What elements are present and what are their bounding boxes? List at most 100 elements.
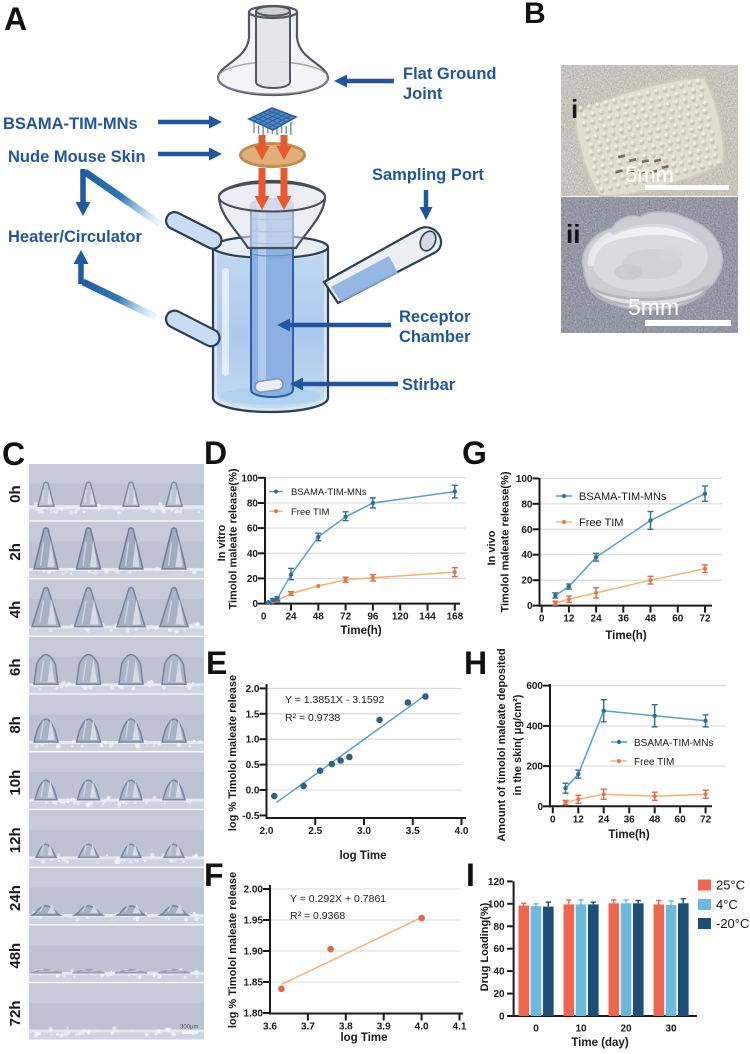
svg-text:5mm: 5mm: [625, 162, 674, 187]
svg-text:200: 200: [526, 762, 543, 773]
svg-text:0: 0: [527, 601, 533, 612]
svg-text:In vivo: In vivo: [486, 530, 498, 565]
svg-text:Timolol maleate release(%): Timolol maleate release(%): [500, 471, 512, 612]
svg-text:10: 10: [575, 1024, 587, 1035]
svg-text:BSAMA-TIM-MNs: BSAMA-TIM-MNs: [579, 491, 667, 503]
svg-text:2h: 2h: [7, 543, 24, 561]
svg-text:60: 60: [672, 614, 684, 625]
svg-text:0: 0: [550, 814, 556, 825]
svg-text:24: 24: [591, 614, 603, 625]
svg-text:0: 0: [539, 614, 545, 625]
svg-text:2.00: 2.00: [244, 885, 264, 896]
svg-text:20: 20: [493, 989, 505, 1000]
svg-text:BSAMA-TIM-MNs: BSAMA-TIM-MNs: [3, 115, 138, 133]
svg-text:Free TIM: Free TIM: [579, 517, 623, 529]
svg-text:72: 72: [700, 814, 712, 825]
svg-text:Flat Ground: Flat Ground: [403, 65, 497, 83]
svg-text:D: D: [204, 435, 227, 471]
svg-text:Time(h): Time(h): [605, 630, 646, 642]
svg-text:20: 20: [247, 574, 259, 585]
svg-text:C: C: [2, 436, 25, 472]
svg-text:3.5: 3.5: [406, 826, 420, 837]
svg-text:100: 100: [241, 473, 258, 484]
svg-text:1.80: 1.80: [244, 1009, 264, 1020]
svg-text:60: 60: [521, 525, 533, 536]
svg-text:F: F: [204, 857, 224, 893]
svg-text:0.5: 0.5: [246, 760, 260, 771]
svg-text:2.5: 2.5: [308, 826, 322, 837]
svg-text:40: 40: [493, 967, 505, 978]
svg-text:60: 60: [493, 944, 505, 955]
svg-text:R² = 0.9368: R² = 0.9368: [290, 910, 345, 922]
svg-text:100: 100: [516, 474, 533, 485]
svg-text:40: 40: [247, 549, 259, 560]
svg-text:Time(h): Time(h): [608, 829, 649, 841]
svg-text:Time (day): Time (day): [571, 1037, 628, 1049]
svg-text:B: B: [524, 0, 546, 30]
svg-text:in the skin( μg/cm²): in the skin( μg/cm²): [512, 694, 524, 795]
svg-text:Free TIM: Free TIM: [634, 757, 674, 768]
svg-text:1.85: 1.85: [244, 978, 264, 989]
svg-text:-20°C: -20°C: [716, 916, 749, 931]
svg-text:48h: 48h: [7, 943, 24, 969]
svg-text:0: 0: [499, 1012, 505, 1023]
svg-text:0: 0: [533, 1024, 539, 1035]
svg-text:Time(h): Time(h): [340, 625, 381, 637]
svg-text:1.0: 1.0: [246, 735, 260, 746]
svg-text:1.95: 1.95: [244, 916, 264, 927]
svg-text:96: 96: [367, 612, 379, 623]
svg-text:120: 120: [488, 877, 505, 888]
svg-text:300μm: 300μm: [180, 1025, 198, 1031]
svg-text:log Time: log Time: [340, 1032, 387, 1044]
svg-text:Y = 0.292X + 0.7861: Y = 0.292X + 0.7861: [290, 893, 386, 905]
svg-text:0.0: 0.0: [246, 786, 260, 797]
svg-text:25°C: 25°C: [716, 878, 745, 893]
svg-text:20: 20: [521, 576, 533, 587]
svg-text:24: 24: [598, 814, 610, 825]
svg-text:120: 120: [392, 612, 409, 623]
svg-text:30: 30: [665, 1024, 677, 1035]
svg-text:H: H: [464, 645, 487, 681]
svg-text:4h: 4h: [7, 601, 24, 619]
svg-text:3.8: 3.8: [339, 1022, 353, 1033]
svg-text:Heater/Circulator: Heater/Circulator: [8, 228, 142, 246]
svg-text:log Time: log Time: [339, 850, 386, 862]
svg-text:80: 80: [493, 922, 505, 933]
svg-text:60: 60: [675, 814, 687, 825]
svg-text:24: 24: [285, 612, 297, 623]
svg-text:A: A: [4, 1, 27, 37]
svg-text:24h: 24h: [7, 885, 24, 911]
svg-text:8h: 8h: [7, 716, 24, 734]
svg-text:72: 72: [699, 614, 711, 625]
svg-text:72h: 72h: [7, 1000, 24, 1026]
svg-text:48: 48: [649, 814, 661, 825]
svg-text:G: G: [462, 435, 487, 471]
svg-text:6h: 6h: [7, 658, 24, 676]
svg-text:12h: 12h: [7, 827, 24, 853]
svg-text:20: 20: [620, 1024, 632, 1035]
svg-text:Joint: Joint: [403, 85, 443, 103]
svg-text:0: 0: [252, 599, 258, 610]
svg-text:3.0: 3.0: [357, 826, 371, 837]
svg-text:48: 48: [645, 614, 657, 625]
svg-text:10h: 10h: [7, 770, 24, 796]
svg-text:4.1: 4.1: [453, 1022, 467, 1033]
svg-text:2.0: 2.0: [260, 826, 274, 837]
svg-text:4°C: 4°C: [716, 897, 738, 912]
svg-text:4.0: 4.0: [415, 1022, 429, 1033]
svg-text:1.90: 1.90: [244, 947, 264, 958]
svg-text:0h: 0h: [7, 485, 24, 503]
svg-text:i: i: [571, 94, 578, 124]
svg-text:60: 60: [247, 524, 259, 535]
svg-text:ii: ii: [566, 219, 580, 249]
svg-text:Free TIM: Free TIM: [291, 507, 329, 518]
svg-text:BSAMA-TIM-MNs: BSAMA-TIM-MNs: [634, 738, 713, 749]
svg-text:Receptor: Receptor: [399, 308, 471, 326]
svg-text:400: 400: [526, 721, 543, 732]
svg-text:3.9: 3.9: [377, 1022, 391, 1033]
svg-text:48: 48: [313, 612, 325, 623]
svg-text:In vitro: In vitro: [216, 524, 228, 561]
svg-text:log % Timolol maleate release: log % Timolol maleate release: [227, 675, 239, 831]
svg-text:Amount of timolol maleate depo: Amount of timolol maleate deposited: [496, 648, 508, 841]
svg-text:Nude Mouse Skin: Nude Mouse Skin: [8, 148, 146, 166]
